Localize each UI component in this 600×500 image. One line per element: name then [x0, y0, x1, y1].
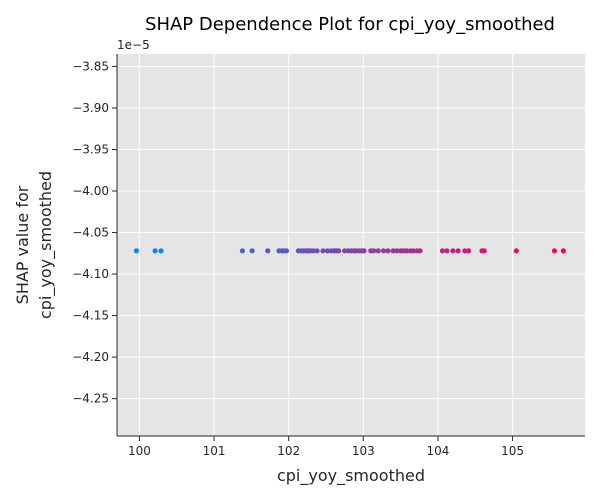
data-point: [249, 248, 255, 254]
data-point: [455, 248, 461, 254]
data-point: [342, 248, 348, 254]
data-point: [390, 248, 396, 254]
x-axis-title: cpi_yoy_smoothed: [277, 466, 425, 486]
data-point: [439, 248, 446, 254]
data-point: [283, 248, 290, 254]
y-tick-label: −3.85: [72, 59, 109, 73]
data-point: [450, 248, 456, 254]
y-axis-title-line-2: cpi_yoy_smoothed: [36, 171, 56, 319]
data-point: [324, 248, 331, 254]
y-offset-label: 1e−5: [117, 38, 150, 52]
data-point: [462, 248, 468, 254]
x-tick-label: 100: [128, 444, 151, 458]
y-tick-label: −4.05: [72, 226, 109, 240]
data-point: [239, 248, 245, 254]
x-tick-label: 105: [501, 444, 524, 458]
plot-background: [117, 54, 585, 436]
y-tick-label: −4.00: [72, 184, 109, 198]
data-point: [361, 248, 367, 254]
data-point: [417, 248, 423, 254]
data-point: [310, 248, 316, 254]
data-point: [320, 248, 326, 254]
x-axis-ticks: 100 101 102 103 104 105: [128, 436, 524, 458]
data-point: [265, 248, 271, 254]
data-point: [336, 248, 342, 254]
chart-title: SHAP Dependence Plot for cpi_yoy_smoothe…: [145, 14, 555, 35]
data-point: [380, 248, 387, 254]
data-point: [513, 248, 519, 254]
data-point: [133, 248, 140, 254]
data-point: [481, 248, 487, 254]
data-point: [404, 248, 410, 254]
data-point: [394, 248, 400, 254]
y-tick-label: −3.95: [72, 143, 109, 157]
x-tick-label: 104: [427, 444, 450, 458]
data-point: [314, 248, 320, 254]
data-point: [375, 248, 381, 254]
y-tick-label: −4.25: [72, 392, 109, 406]
data-point: [410, 248, 416, 254]
y-tick-label: −3.90: [72, 101, 109, 115]
data-point: [465, 248, 472, 254]
data-point: [551, 248, 557, 254]
data-point: [560, 248, 566, 254]
gridlines: [117, 54, 585, 436]
x-tick-label: 102: [277, 444, 300, 458]
y-axis-ticks: −3.85 −3.90 −3.95 −4.00 −4.05 −4.10 −4.15 −4.20…: [72, 59, 117, 406]
data-point: [152, 248, 158, 254]
data-point: [444, 248, 450, 254]
y-tick-label: −4.15: [72, 309, 109, 323]
data-point: [385, 248, 391, 254]
y-tick-label: −4.10: [72, 267, 109, 281]
y-axis-title-line-1: SHAP value for: [13, 185, 32, 304]
y-tick-label: −4.20: [72, 350, 109, 364]
data-point: [158, 248, 164, 254]
data-points: [133, 248, 566, 254]
data-point: [371, 248, 377, 254]
x-tick-label: 101: [203, 444, 226, 458]
x-tick-label: 103: [352, 444, 375, 458]
